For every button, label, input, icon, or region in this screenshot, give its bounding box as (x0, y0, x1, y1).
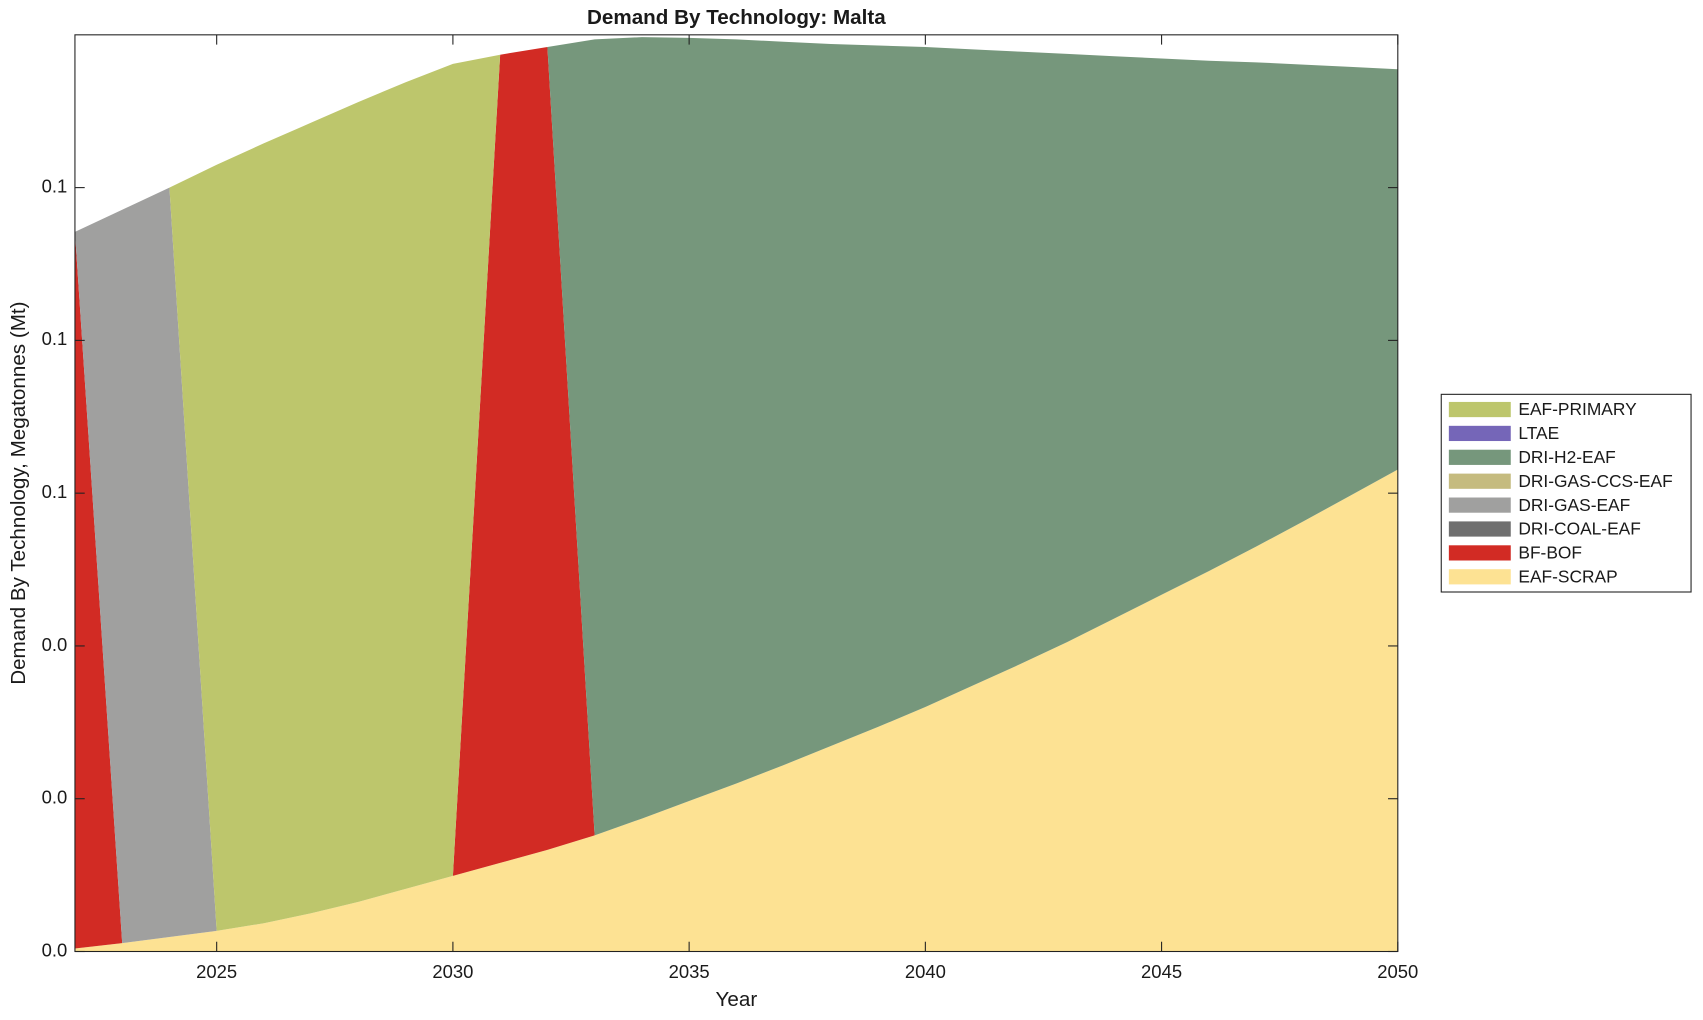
x-tick-label: 2040 (905, 961, 946, 982)
legend-label: DRI-H2-EAF (1518, 447, 1615, 467)
area (74, 37, 1398, 931)
y-tick-label: 0.1 (42, 175, 68, 196)
legend-label: DRI-GAS-CCS-EAF (1518, 471, 1672, 491)
legend-swatch (1448, 473, 1511, 489)
x-tick-label: 2050 (1377, 961, 1418, 982)
legend-swatch (1448, 425, 1511, 442)
legend-swatch (1448, 449, 1511, 465)
legend-label: EAF-PRIMARY (1518, 399, 1637, 419)
y-tick-label: 0.1 (42, 328, 68, 349)
x-tick-label: 2030 (432, 961, 473, 982)
legend-swatch (1448, 401, 1511, 418)
legend-label: EAF-SCRAP (1518, 566, 1617, 586)
area (74, 37, 1398, 931)
chart-title: Demand By Technology: Malta (587, 6, 886, 29)
legend-swatch (1448, 569, 1511, 585)
area (74, 469, 1398, 952)
legend-label: DRI-COAL-EAF (1518, 519, 1641, 539)
x-axis-label: Year (716, 988, 758, 1011)
legend-label: LTAE (1518, 423, 1559, 443)
y-tick-label: 0.0 (42, 939, 68, 960)
x-tick-label: 2045 (1141, 961, 1182, 982)
legend-label: BF-BOF (1518, 543, 1582, 563)
legend-swatch (1448, 497, 1511, 513)
y-tick-label: 0.1 (42, 481, 68, 502)
x-tick-label: 2035 (669, 961, 710, 982)
area (74, 47, 1398, 944)
legend-swatch (1448, 545, 1511, 561)
legend-label: DRI-GAS-EAF (1518, 495, 1630, 515)
legend-swatch (1448, 521, 1511, 537)
y-axis-label: Demand By Technology, Megatonnes (Mt) (7, 302, 30, 685)
y-tick-label: 0.0 (42, 634, 68, 655)
x-tick-label: 2025 (196, 961, 237, 982)
y-tick-label: 0.0 (42, 787, 68, 808)
